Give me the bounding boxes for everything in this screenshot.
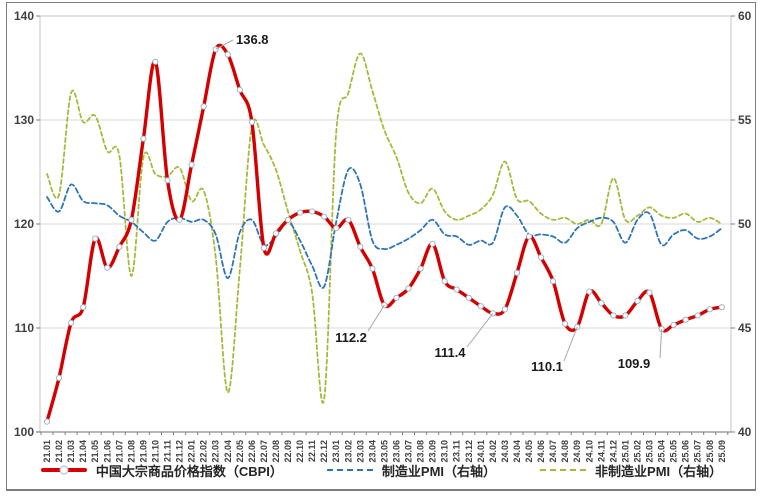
svg-text:21.11: 21.11 [163,440,173,462]
x-axis-labels: 21.01 21.02 21.03 21.04 21.05 21.06 21.07 21.08… [42,440,727,463]
svg-text:22.06: 22.06 [247,440,257,463]
svg-text:21.08: 21.08 [126,440,136,463]
svg-text:24.07: 24.07 [548,440,558,463]
svg-text:23.03: 23.03 [355,440,365,463]
svg-text:60: 60 [738,9,752,23]
svg-text:21.02: 21.02 [54,440,64,463]
svg-text:24.03: 24.03 [500,440,510,463]
svg-text:21.06: 21.06 [102,440,112,463]
gridlines [40,15,731,329]
svg-text:22.11: 22.11 [307,440,317,462]
svg-text:24.12: 24.12 [608,440,618,463]
svg-text:22.01: 22.01 [187,440,197,463]
svg-text:21.01: 21.01 [42,440,52,463]
svg-text:22.05: 22.05 [235,440,245,463]
cbpi-marker-icon [59,465,69,475]
svg-text:22.12: 22.12 [319,440,329,463]
svg-text:24.01: 24.01 [476,440,486,463]
svg-text:130: 130 [14,113,34,127]
svg-text:24.11: 24.11 [596,440,606,462]
svg-text:25.02: 25.02 [633,440,643,463]
chart-frame [6,2,756,491]
svg-text:136.8: 136.8 [236,32,269,47]
svg-text:23.02: 23.02 [343,440,353,463]
svg-text:50: 50 [738,217,752,231]
legend-item-manufacturing-pmi: 制造业PMI（右轴） [326,461,497,480]
svg-text:110.1: 110.1 [531,359,563,374]
svg-text:21.04: 21.04 [78,440,88,463]
nonmanufacturing-pmi-dash-swatch-icon [540,469,587,471]
svg-text:22.08: 22.08 [271,440,281,463]
svg-text:45: 45 [738,321,752,335]
svg-text:22.09: 22.09 [283,440,293,463]
svg-text:25.05: 25.05 [669,440,679,463]
svg-text:109.9: 109.9 [618,356,651,371]
svg-text:112.2: 112.2 [335,330,367,345]
svg-text:21.10: 21.10 [150,440,160,463]
left-axis-labels: 100 110 120 130 140 [14,9,34,439]
svg-text:25.01: 25.01 [620,440,630,463]
svg-text:22.10: 22.10 [295,440,305,463]
svg-text:21.12: 21.12 [175,440,185,463]
svg-text:23.07: 23.07 [404,440,414,463]
svg-text:24.09: 24.09 [572,440,582,463]
svg-text:25.09: 25.09 [717,440,727,463]
svg-text:21.07: 21.07 [114,440,124,463]
svg-text:25.03: 25.03 [645,440,655,463]
right-axis-labels: 40 45 50 55 60 [738,9,752,439]
svg-text:25.06: 25.06 [681,440,691,463]
svg-text:25.07: 25.07 [693,440,703,463]
svg-text:23.11: 23.11 [452,440,462,462]
svg-text:22.03: 22.03 [211,440,221,463]
legend-label-cbpi: 中国大宗商品价格指数（CBPI） [95,463,283,479]
legend-label-nonmanufacturing-pmi: 非制造业PMI（右轴） [595,463,723,479]
annotations: 136.8 112.2 111.4 110.1 109.9 [215,32,663,374]
legend-label-manufacturing-pmi: 制造业PMI（右轴） [381,463,497,479]
cbpi-line-swatch-icon [40,465,87,475]
svg-text:21.03: 21.03 [66,440,76,463]
svg-text:23.06: 23.06 [392,440,402,463]
svg-text:21.05: 21.05 [90,440,100,463]
svg-text:25.04: 25.04 [657,440,667,463]
svg-text:24.10: 24.10 [584,440,594,463]
svg-text:21.09: 21.09 [138,440,148,463]
svg-text:23.12: 23.12 [464,440,474,463]
svg-text:22.04: 22.04 [223,440,233,463]
axis-ticks [36,15,735,435]
svg-text:24.05: 24.05 [524,440,534,463]
series-line-1 [46,167,723,289]
svg-text:40: 40 [738,425,752,439]
svg-text:22.02: 22.02 [199,440,209,463]
svg-text:24.04: 24.04 [512,440,522,463]
svg-text:22.07: 22.07 [259,440,269,463]
svg-text:23.01: 23.01 [331,440,341,463]
svg-text:111.4: 111.4 [434,345,466,360]
svg-text:23.08: 23.08 [416,440,426,463]
svg-text:100: 100 [14,425,34,439]
legend-item-nonmanufacturing-pmi: 非制造业PMI（右轴） [540,461,722,480]
svg-text:23.04: 23.04 [367,440,377,463]
svg-text:120: 120 [14,217,34,231]
svg-text:23.09: 23.09 [428,440,438,463]
svg-text:25.08: 25.08 [705,440,715,463]
svg-text:23.10: 23.10 [440,440,450,463]
svg-text:24.02: 24.02 [488,440,498,463]
series-markers-0 [43,46,725,425]
series-line-2 [46,52,723,404]
legend-item-cbpi: 中国大宗商品价格指数（CBPI） [40,461,283,480]
svg-text:24.08: 24.08 [560,440,570,463]
svg-text:23.05: 23.05 [379,440,389,463]
svg-text:140: 140 [14,9,34,23]
svg-text:55: 55 [738,113,752,127]
legend: 中国大宗商品价格指数（CBPI） 制造业PMI（右轴） 非制造业PMI（右轴） [0,456,763,484]
svg-text:110: 110 [15,321,35,335]
svg-text:24.06: 24.06 [536,440,546,463]
manufacturing-pmi-dash-swatch-icon [326,469,373,471]
